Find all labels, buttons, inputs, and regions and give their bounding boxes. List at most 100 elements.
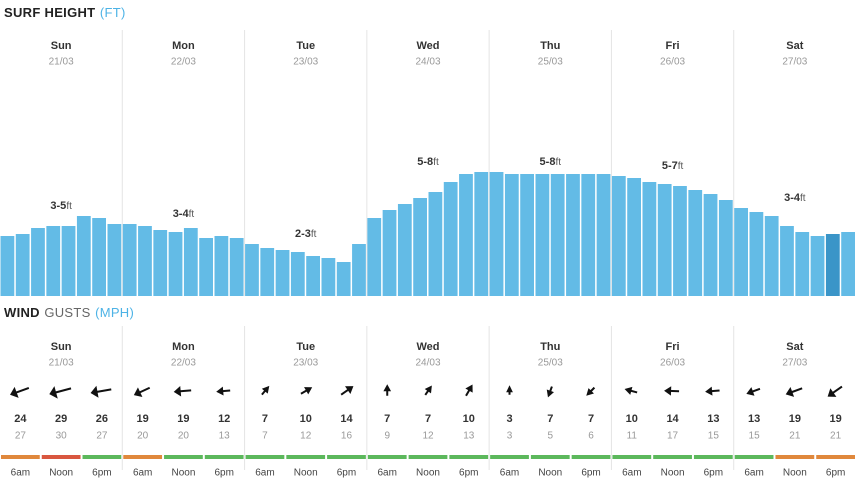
surf-bar <box>795 232 810 296</box>
rating-bar <box>1 455 40 459</box>
arrow-head <box>133 387 143 397</box>
surf-bar <box>718 200 733 296</box>
surf-bar <box>520 174 534 296</box>
range-value: 3-4 <box>173 208 190 220</box>
wind-gust: 17 <box>667 431 679 442</box>
wind-gust: 20 <box>137 431 149 442</box>
wind-speed: 10 <box>463 413 475 425</box>
day-label: Mon <box>172 40 195 52</box>
time-label: 6am <box>622 468 641 479</box>
wind-gust: 30 <box>56 431 68 442</box>
wind-arrow <box>90 385 112 398</box>
arrow-shaft <box>790 387 803 394</box>
wind-arrow <box>424 385 432 396</box>
surf-bar <box>367 218 382 296</box>
date-label: 21/03 <box>49 57 74 68</box>
surf-bar <box>489 172 504 296</box>
arrow-shaft <box>178 389 192 393</box>
surf-range: 2-3ft <box>295 228 317 240</box>
wind-gust: 15 <box>749 431 761 442</box>
wind-arrow <box>705 386 720 396</box>
rating-bar <box>693 455 733 459</box>
surf-range: 5-8ft <box>417 156 439 168</box>
wind-gust: 11 <box>627 431 638 442</box>
arrow-shaft <box>95 388 112 394</box>
arrow-shaft <box>14 386 30 394</box>
time-label: 6am <box>11 468 30 479</box>
time-label: Noon <box>661 468 685 479</box>
wind-speed: 19 <box>137 413 149 425</box>
range-value: 3-4 <box>784 192 801 204</box>
surf-bar <box>566 174 580 296</box>
rating-bar <box>123 455 163 459</box>
surf-bar <box>168 232 183 296</box>
wind-arrow <box>340 386 354 396</box>
surf-bar <box>688 190 703 296</box>
wind-speed: 19 <box>789 413 801 425</box>
range-unit: ft <box>555 157 561 168</box>
rating-bar <box>164 455 203 459</box>
surf-bar <box>428 192 443 296</box>
rating-bar <box>449 455 489 459</box>
surf-bar <box>596 174 611 296</box>
wind-speed: 7 <box>384 413 390 425</box>
wind-arrow <box>586 386 596 396</box>
range-unit: ft <box>66 201 72 212</box>
surf-range: 5-8ft <box>540 156 562 168</box>
arrow-head <box>90 385 99 398</box>
wind-speed: 14 <box>340 413 353 425</box>
date-label: 27/03 <box>782 358 807 369</box>
surf-bar <box>657 184 672 296</box>
time-label: 6pm <box>92 468 111 479</box>
time-label: 6am <box>744 468 763 479</box>
arrow-head <box>261 385 270 394</box>
surf-bar <box>397 204 412 296</box>
surf-bar <box>229 238 244 296</box>
date-label: 23/03 <box>293 57 318 68</box>
range-value: 5-8 <box>417 156 433 168</box>
wind-subtitle: GUSTS <box>44 305 90 320</box>
arrow-head <box>173 385 182 397</box>
rating-bar <box>816 455 855 459</box>
surf-bar <box>841 232 855 296</box>
date-label: 21/03 <box>49 358 74 369</box>
arrow-head <box>546 389 554 398</box>
wind-arrow <box>10 386 30 398</box>
range-unit: ft <box>678 161 684 172</box>
surf-range: 3-4ft <box>784 192 806 204</box>
wind-arrow <box>546 386 554 398</box>
wind-gust: 5 <box>548 431 554 442</box>
time-label: 6pm <box>214 468 233 479</box>
wind-gust: 7 <box>262 431 268 442</box>
surf-bar <box>703 194 718 296</box>
wind-gust: 12 <box>300 431 312 442</box>
surf-bar <box>245 244 259 296</box>
date-label: 22/03 <box>171 57 196 68</box>
surf-bar <box>122 224 137 296</box>
date-label: 22/03 <box>171 358 196 369</box>
surf-bar <box>550 174 565 296</box>
rating-bar <box>530 455 570 459</box>
surf-bar <box>153 230 168 296</box>
day-label: Mon <box>172 341 195 353</box>
surf-bar <box>504 174 519 296</box>
wind-gust: 15 <box>708 431 720 442</box>
arrow-head <box>465 384 473 393</box>
date-label: 26/03 <box>660 358 685 369</box>
surf-title: SURF HEIGHT <box>4 5 95 20</box>
surf-bar <box>734 208 748 296</box>
wind-speed: 12 <box>218 413 230 425</box>
surf-bar <box>31 228 45 296</box>
surf-bar <box>780 226 794 296</box>
wind-arrow <box>300 387 313 395</box>
date-label: 25/03 <box>538 358 563 369</box>
rating-bar <box>612 455 652 459</box>
surf-range: 3-4ft <box>173 208 195 220</box>
wind-arrow <box>746 387 761 396</box>
surf-bar <box>352 244 366 296</box>
surf-bar <box>260 248 275 296</box>
surf-bar <box>336 262 351 296</box>
date-label: 26/03 <box>660 57 685 68</box>
surf-bar <box>825 234 840 296</box>
